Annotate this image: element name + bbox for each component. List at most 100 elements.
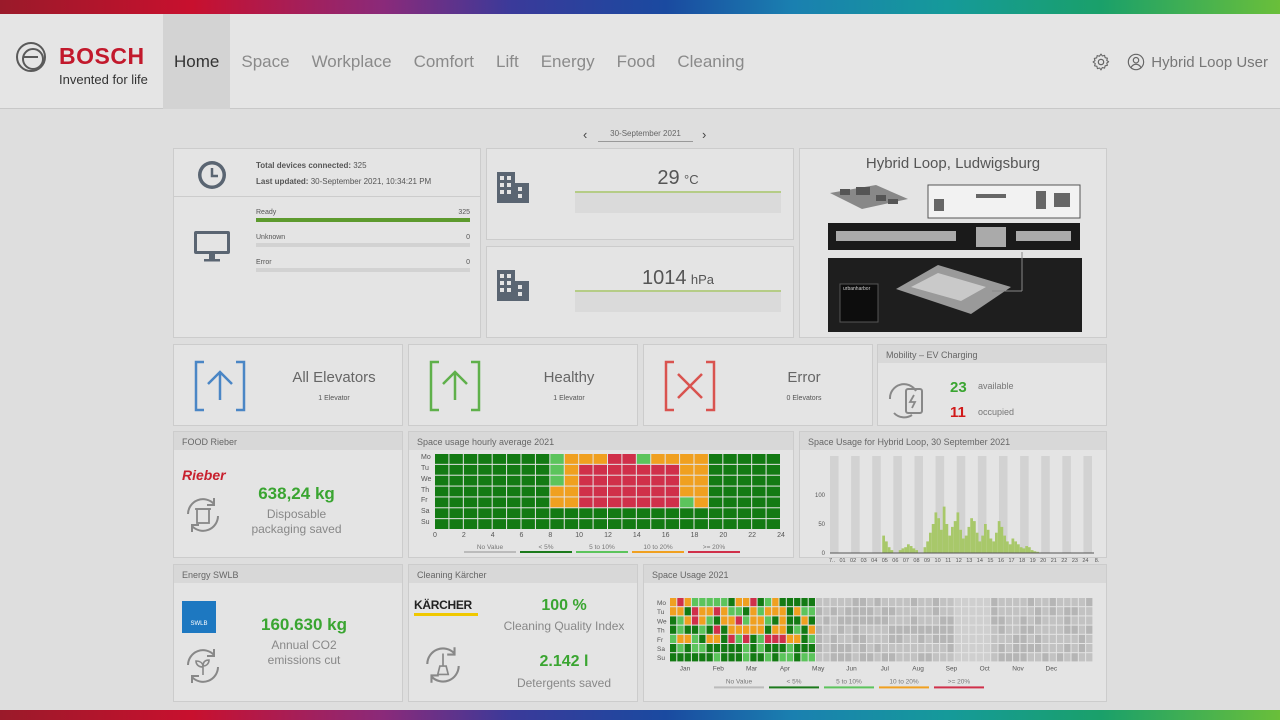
heatmap-cell [708,475,723,486]
swlb-logo-text: SWLB [190,621,208,627]
tab-cleaning[interactable]: Cleaning [677,51,745,71]
tab-comfort[interactable]: Comfort [413,51,475,71]
date-label[interactable]: 30-September 2021 [598,129,693,142]
year-day-label: Mo [657,600,666,607]
heatmap-cell [463,464,478,475]
year-heatmap-cell [1064,607,1071,616]
heatmap-cell [680,475,694,486]
tab-food[interactable]: Food [616,51,656,71]
year-legend-label: 5 to 10% [836,678,862,685]
year-heatmap-cell [794,653,801,662]
year-heatmap-cell [743,607,750,616]
usage-bar [909,546,913,553]
heatmap-cell [608,497,622,508]
year-heatmap-cell [786,598,794,607]
year-heatmap-cell [721,644,728,653]
year-heatmap-cell [1056,625,1064,634]
year-heatmap-cell [684,625,691,634]
x-icon [664,360,716,412]
tab-energy[interactable]: Energy [540,51,595,71]
daily-title: Space Usage for Hybrid Loop, 30 Septembe… [800,432,1106,450]
tab-lift[interactable]: Lift [496,51,519,71]
year-heatmap-cell [932,625,940,634]
tab-workplace[interactable]: Workplace [311,51,392,71]
chevron-left-icon[interactable]: ‹ [583,127,588,142]
year-heatmap-cell [889,598,896,607]
chevron-right-icon[interactable]: › [702,127,707,142]
heatmap-cell [680,454,694,464]
heatmap-cell [478,508,492,519]
heatmap-cell [622,464,636,475]
heatmap-x-tick: 14 [632,532,641,539]
energy-card: Energy SWLB SWLB 160.630 kg Annual CO2 e… [173,564,403,702]
usage-bar [956,512,960,553]
year-heatmap-cell [677,644,684,653]
year-heatmap-cell [962,607,969,616]
heatmap-cell [550,475,564,486]
chart-band [1062,456,1071,553]
usage-bar [915,550,918,553]
year-heatmap-cell [1020,644,1027,653]
user-menu[interactable]: Hybrid Loop User [1127,53,1268,71]
energy-value: 160.630 kg [260,615,347,634]
heatmap-cell [478,497,492,508]
heatmap-cell [593,497,607,508]
heatmap-cell [535,486,550,497]
settings-gear-icon[interactable] [1091,52,1111,72]
year-heatmap-cell [823,644,830,653]
heatmap-cell [723,475,737,486]
year-heatmap-cell [976,653,983,662]
yearly-title: Space Usage 2021 [644,565,1106,583]
heatmap-cell [478,475,492,486]
year-heatmap-cell [699,634,706,643]
year-heatmap-cell [881,644,888,653]
building-plan-image[interactable] [826,179,1082,334]
year-heatmap-cell [728,625,735,634]
heatmap-cell [766,497,780,508]
tab-space[interactable]: Space [241,51,290,71]
year-heatmap-cell [954,644,961,653]
x-tick-label: 7.. [829,558,836,564]
heatmap-cell [492,454,507,464]
elevator-count: 1 Elevator [318,395,350,402]
year-heatmap-cell [983,616,991,625]
year-heatmap-cell [757,607,764,616]
heatmap-cell [579,519,593,529]
year-heatmap-cell [1035,653,1042,662]
tab-home[interactable]: Home [163,14,231,109]
year-heatmap-cell [808,653,815,662]
heatmap-legend-item: 10 to 20% [632,544,684,553]
detergents-label: Detergents saved [516,676,612,690]
year-heatmap-cell [837,607,845,616]
year-heatmap-cell [764,598,772,607]
heatmap-cell [636,464,651,475]
heatmap-cell [694,508,708,519]
heatmap-legend-item: >= 20% [688,544,740,553]
bosch-armature-icon [16,42,46,72]
cleaning-title: Cleaning Kärcher [409,565,637,583]
year-day-label: We [657,618,667,625]
heatmap-cell [521,454,535,464]
heatmap-cell [521,497,535,508]
brand-name: BOSCH [59,43,145,69]
heatmap-cell [463,454,478,464]
year-heatmap-cell [947,634,954,643]
device-status-count: 325 [458,209,470,216]
year-heatmap-cell [743,644,750,653]
heatmap-x-tick: 4 [490,532,495,539]
heatmap-cell [665,464,680,475]
year-heatmap-cell [764,644,772,653]
year-heatmap-cell [1035,625,1042,634]
usage-bar [907,544,910,553]
year-heatmap-cell [940,634,947,643]
year-heatmap-cell [932,598,940,607]
year-heatmap-cell [691,616,699,625]
year-heatmap-cell [903,607,910,616]
year-heatmap-cell [1027,644,1034,653]
heatmap-cell [535,508,550,519]
food-title: FOOD Rieber [174,432,402,450]
year-legend-swatch [714,686,764,689]
year-month-label: Aug [912,665,924,672]
usage-bar [885,541,888,553]
year-heatmap-cell [713,634,721,643]
